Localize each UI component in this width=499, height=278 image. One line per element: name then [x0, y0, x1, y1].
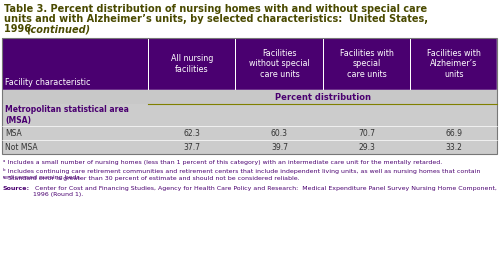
Text: 62.3: 62.3: [184, 128, 200, 138]
Text: Percent distribution: Percent distribution: [274, 93, 371, 101]
Bar: [2, 104, 497, 154]
Text: Table 3. Percent distribution of nursing homes with and without special care: Table 3. Percent distribution of nursing…: [4, 4, 427, 14]
Text: Facilities with
Alzheimer’s
units: Facilities with Alzheimer’s units: [427, 49, 481, 79]
Text: Center for Cost and Financing Studies, Agency for Health Care Policy and Researc: Center for Cost and Financing Studies, A…: [33, 186, 497, 197]
Bar: [235, 38, 236, 90]
Text: Not MSA: Not MSA: [5, 143, 37, 152]
Text: 1996: 1996: [4, 24, 34, 34]
Text: ᵃ Includes a small number of nursing homes (less than 1 percent of this category: ᵃ Includes a small number of nursing hom…: [3, 160, 442, 165]
Text: 66.9: 66.9: [446, 128, 463, 138]
Text: Source:: Source:: [3, 186, 30, 191]
Text: Facility characteristic: Facility characteristic: [5, 78, 90, 87]
Bar: [2, 90, 497, 104]
Bar: [323, 38, 324, 90]
Bar: [2, 38, 497, 154]
Text: Facilities
without special
care units: Facilities without special care units: [249, 49, 310, 79]
Text: Facilities with
special
care units: Facilities with special care units: [340, 49, 394, 79]
Bar: [148, 38, 149, 90]
Bar: [410, 38, 411, 90]
Text: 60.3: 60.3: [271, 128, 288, 138]
Text: 37.7: 37.7: [183, 143, 200, 152]
Text: (continued): (continued): [26, 24, 90, 34]
Text: MSA: MSA: [5, 128, 22, 138]
Text: 29.3: 29.3: [359, 143, 376, 152]
Text: 33.2: 33.2: [446, 143, 463, 152]
Bar: [2, 38, 497, 90]
Text: All nursing
facilities: All nursing facilities: [171, 54, 213, 74]
Text: ᵇ Includes continuing care retirement communities and retirement centers that in: ᵇ Includes continuing care retirement co…: [3, 168, 481, 180]
Text: 70.7: 70.7: [359, 128, 376, 138]
Text: units and with Alzheimer’s units, by selected characteristics:  United States,: units and with Alzheimer’s units, by sel…: [4, 14, 428, 24]
Text: 39.7: 39.7: [271, 143, 288, 152]
Text: Metropolitan statistical area
(MSA): Metropolitan statistical area (MSA): [5, 105, 129, 125]
Text: * Standard error is greater than 30 percent of estimate and should not be consid: * Standard error is greater than 30 perc…: [3, 176, 299, 181]
